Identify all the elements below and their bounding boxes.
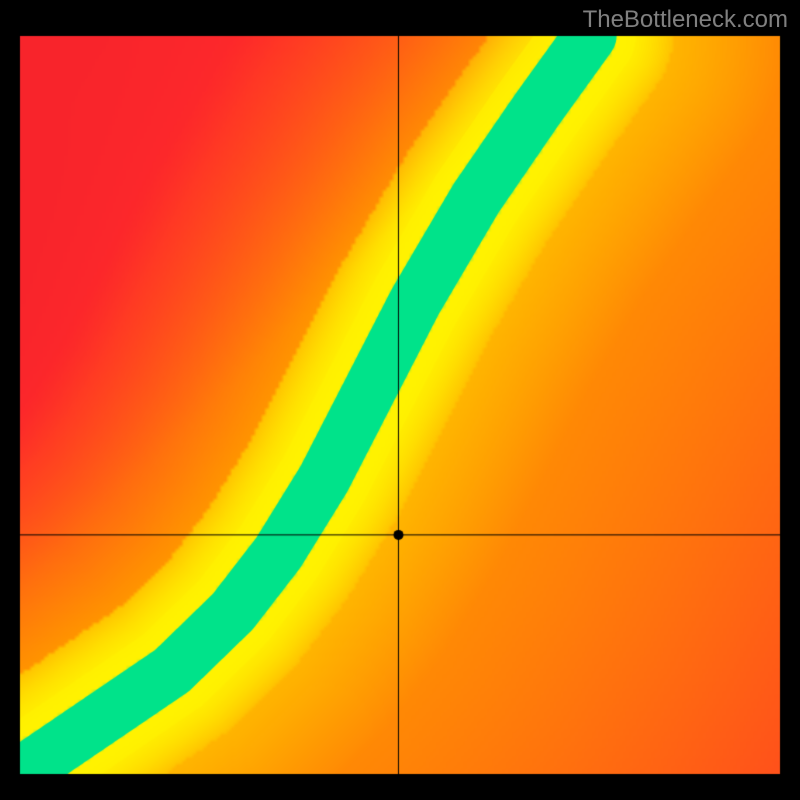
chart-container: TheBottleneck.com bbox=[0, 0, 800, 800]
bottleneck-heatmap bbox=[0, 0, 800, 800]
watermark-text: TheBottleneck.com bbox=[583, 6, 788, 34]
